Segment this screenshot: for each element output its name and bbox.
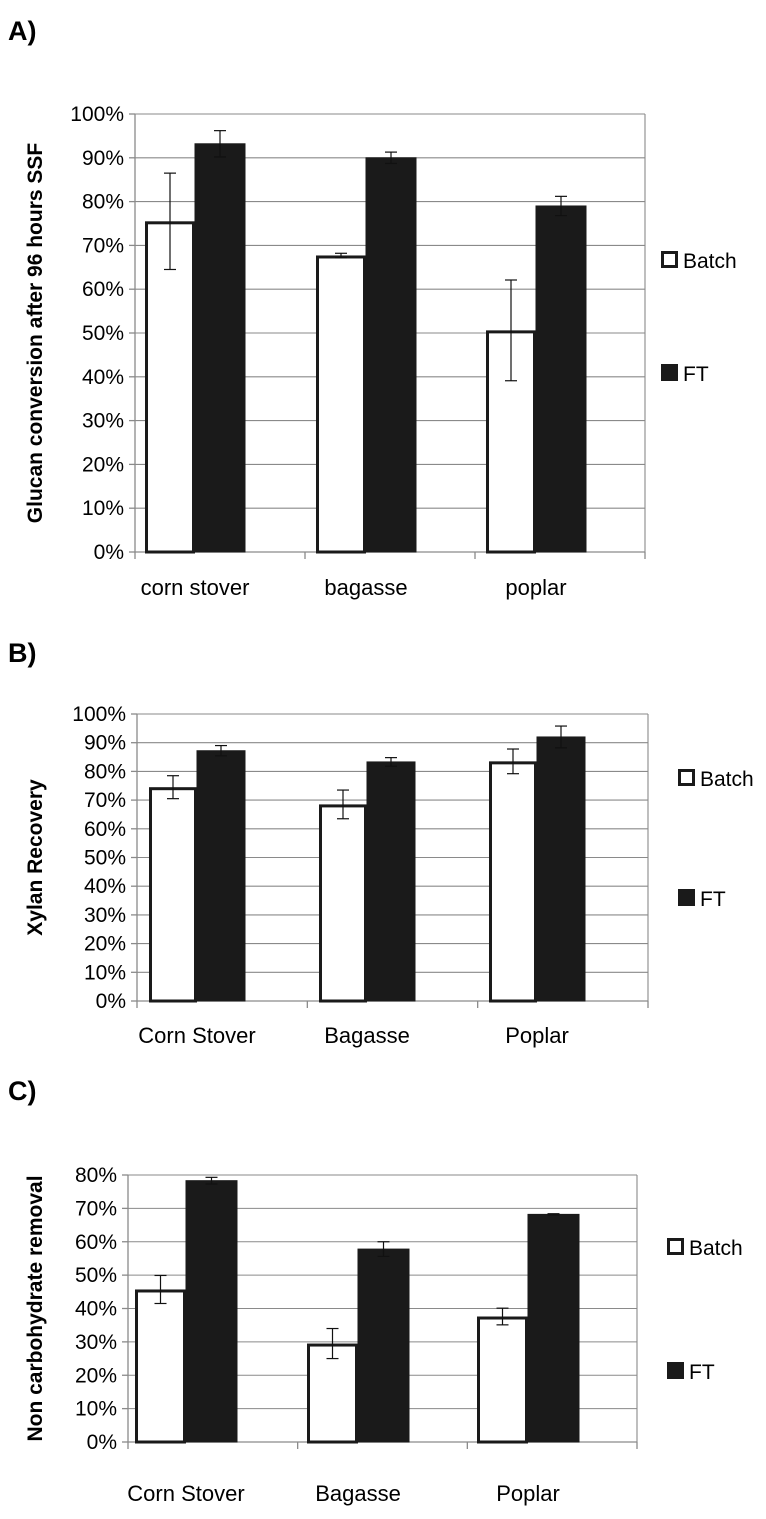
- category-label: corn stover: [141, 575, 250, 600]
- category-label: poplar: [505, 575, 566, 600]
- y-tick-label: 100%: [70, 103, 124, 126]
- y-tick-label: 70%: [75, 1197, 117, 1220]
- y-tick-label: 90%: [84, 732, 126, 755]
- y-tick-label: 50%: [75, 1264, 117, 1287]
- chart-panel-1: B) 0% 10% 20% 30% 40% 50% 60% 70% 80% 90% 100% Corn …: [8, 638, 754, 1048]
- bar-ft: [536, 736, 586, 1002]
- bar-ft: [527, 1213, 580, 1443]
- chart-panel-0: A) 0% 10% 20% 30% 40% 50% 60% 70% 80% 90% 100% corn …: [8, 16, 737, 600]
- y-tick-label: 40%: [75, 1298, 117, 1321]
- bar-ft: [196, 750, 246, 1002]
- y-tick-label: 70%: [84, 789, 126, 812]
- bar-ft: [357, 1248, 410, 1443]
- bar-batch: [319, 804, 367, 1003]
- y-tick-label: 80%: [75, 1164, 117, 1187]
- y-tick-label: 80%: [82, 191, 124, 214]
- y-tick-label: 80%: [84, 760, 126, 783]
- y-tick-label: 20%: [75, 1364, 117, 1387]
- y-tick-label: 0%: [94, 541, 124, 564]
- category-label: Corn Stover: [138, 1023, 255, 1048]
- legend-label: FT: [689, 1361, 715, 1384]
- legend-swatch-ft: [661, 364, 678, 381]
- panel-label: A): [8, 16, 37, 46]
- bar-ft: [366, 761, 416, 1002]
- bar-batch: [477, 1316, 528, 1444]
- legend-label: FT: [700, 888, 726, 911]
- legend-item-ft: FT: [661, 363, 709, 386]
- y-tick-label: 10%: [75, 1398, 117, 1421]
- y-tick-label: 0%: [87, 1431, 117, 1454]
- legend-swatch-ft: [678, 889, 695, 906]
- bar-ft: [185, 1180, 238, 1443]
- legend-label: FT: [683, 363, 709, 386]
- y-tick-label: 60%: [75, 1231, 117, 1254]
- y-tick-label: 40%: [82, 366, 124, 389]
- panel-label: B): [8, 638, 37, 668]
- bar-batch: [145, 221, 195, 554]
- chart-panel-2: C) 0% 10% 20% 30% 40% 50% 60% 70% 80% Corn Stover B…: [8, 1076, 743, 1506]
- y-tick-label: 10%: [82, 497, 124, 520]
- category-label: Poplar: [505, 1023, 569, 1048]
- category-label: Poplar: [496, 1481, 560, 1506]
- category-label: Corn Stover: [127, 1481, 244, 1506]
- bar-batch: [149, 787, 197, 1003]
- y-tick-label: 30%: [75, 1331, 117, 1354]
- y-tick-label: 40%: [84, 875, 126, 898]
- legend-swatch-batch: [678, 769, 695, 786]
- bar-ft: [194, 143, 246, 553]
- category-label: Bagasse: [315, 1481, 401, 1506]
- legend-item-ft: FT: [678, 888, 726, 911]
- y-axis-title: Xylan Recovery: [24, 779, 47, 936]
- legend-swatch-ft: [667, 1362, 684, 1379]
- legend-swatch-batch: [661, 251, 678, 268]
- y-tick-label: 50%: [84, 847, 126, 870]
- legend-item-batch: Batch: [667, 1237, 743, 1260]
- bar-ft: [365, 157, 417, 553]
- y-tick-label: 20%: [82, 453, 124, 476]
- y-tick-label: 0%: [96, 990, 126, 1013]
- panel-label: C): [8, 1076, 37, 1106]
- legend-label: Batch: [700, 768, 754, 791]
- y-tick-label: 10%: [84, 961, 126, 984]
- legend-item-ft: FT: [667, 1361, 715, 1384]
- y-tick-label: 100%: [72, 703, 126, 726]
- y-tick-label: 30%: [84, 904, 126, 927]
- y-tick-label: 60%: [82, 278, 124, 301]
- bar-batch: [135, 1289, 186, 1444]
- legend-swatch-batch: [667, 1238, 684, 1255]
- bar-batch: [307, 1343, 358, 1444]
- category-label: Bagasse: [324, 1023, 410, 1048]
- y-tick-label: 90%: [82, 147, 124, 170]
- y-axis-title: Non carbohydrate removal: [24, 1175, 47, 1441]
- y-tick-label: 60%: [84, 818, 126, 841]
- y-tick-label: 30%: [82, 410, 124, 433]
- y-tick-label: 70%: [82, 234, 124, 257]
- legend-label: Batch: [689, 1237, 743, 1260]
- y-axis-title: Glucan conversion after 96 hours SSF: [24, 143, 47, 524]
- bar-batch: [316, 255, 366, 554]
- category-label: bagasse: [324, 575, 407, 600]
- bar-batch: [489, 761, 537, 1003]
- bar-ft: [535, 205, 587, 553]
- legend-label: Batch: [683, 250, 737, 273]
- y-tick-label: 50%: [82, 322, 124, 345]
- legend-item-batch: Batch: [661, 250, 737, 273]
- legend-item-batch: Batch: [678, 768, 754, 791]
- y-tick-label: 20%: [84, 933, 126, 956]
